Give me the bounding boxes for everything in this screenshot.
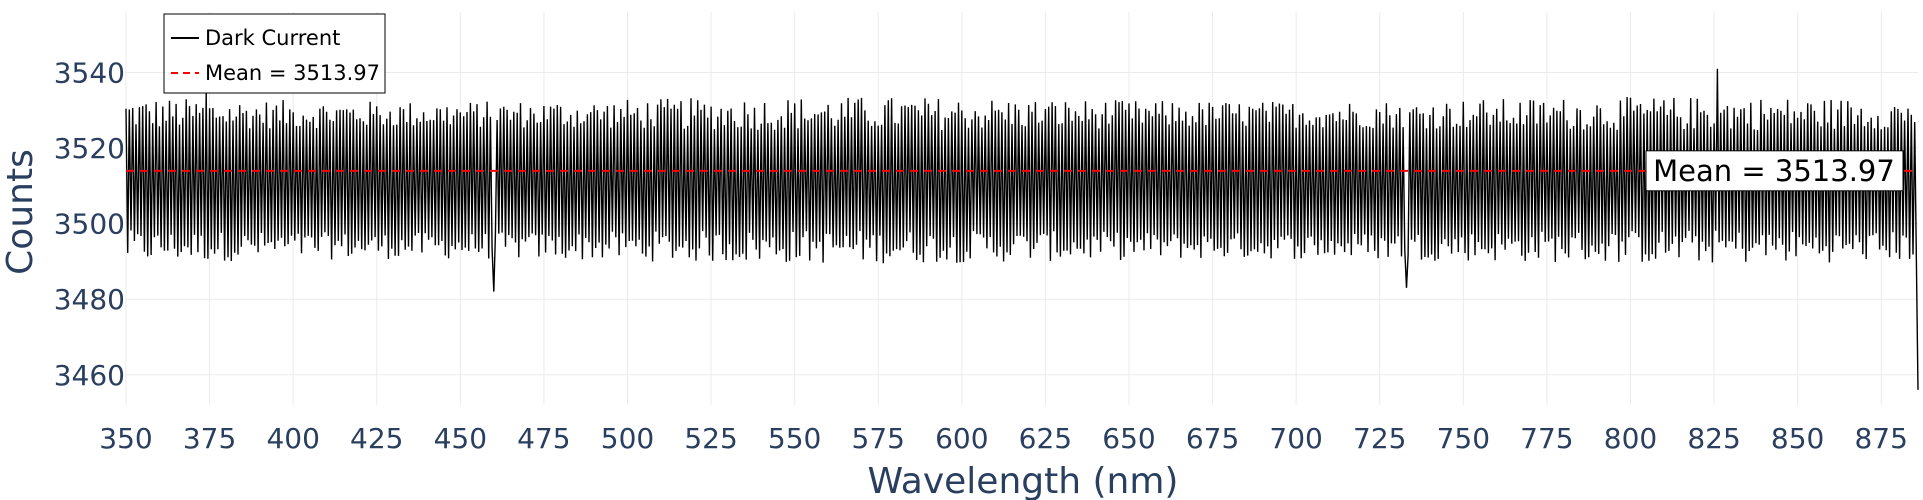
y-tick-label: 3520 xyxy=(54,132,125,165)
legend-label-mean: Mean = 3513.97 xyxy=(205,61,380,85)
x-tick-label: 525 xyxy=(684,422,737,455)
y-tick-label: 3540 xyxy=(54,56,125,89)
x-tick-label: 650 xyxy=(1102,422,1155,455)
x-tick-label: 575 xyxy=(852,422,905,455)
x-tick-label: 875 xyxy=(1854,422,1907,455)
tick-labels: 350 375 400 425 450 475 500 525 550 575 600 625 650 6… xyxy=(54,56,1908,455)
x-tick-label: 675 xyxy=(1186,422,1239,455)
x-tick-label: 600 xyxy=(935,422,988,455)
x-axis-title: Wavelength (nm) xyxy=(868,461,1179,500)
mean-annotation-box xyxy=(1645,150,1904,192)
x-tick-label: 625 xyxy=(1019,422,1072,455)
series-layer xyxy=(125,68,1919,390)
y-tick-label: 3480 xyxy=(54,283,125,316)
x-tick-label: 700 xyxy=(1269,422,1322,455)
x-tick-label: 375 xyxy=(183,422,236,455)
y-tick-label: 3500 xyxy=(54,208,125,241)
dark-current-line xyxy=(125,68,1919,390)
x-tick-label: 475 xyxy=(517,422,570,455)
x-tick-label: 450 xyxy=(434,422,487,455)
x-tick-label: 850 xyxy=(1771,422,1824,455)
mean-annotation: Mean = 3513.97 xyxy=(1645,150,1904,192)
x-tick-label: 800 xyxy=(1604,422,1657,455)
x-tick-label: 425 xyxy=(350,422,403,455)
gridlines xyxy=(125,12,1918,405)
x-tick-label: 750 xyxy=(1437,422,1490,455)
legend: Dark Current Mean = 3513.97 xyxy=(163,13,386,94)
x-tick-label: 400 xyxy=(266,422,319,455)
x-tick-label: 500 xyxy=(601,422,654,455)
x-tick-label: 550 xyxy=(768,422,821,455)
x-tick-label: 350 xyxy=(99,422,152,455)
x-tick-label: 825 xyxy=(1687,422,1740,455)
x-tick-label: 725 xyxy=(1353,422,1406,455)
x-tick-label: 775 xyxy=(1520,422,1573,455)
legend-label-dark-current: Dark Current xyxy=(205,26,340,50)
y-axis-title: Counts xyxy=(0,149,41,275)
y-tick-label: 3460 xyxy=(54,359,125,392)
mean-annotation-label: Mean = 3513.97 xyxy=(1653,154,1895,188)
legend-box xyxy=(163,13,386,94)
